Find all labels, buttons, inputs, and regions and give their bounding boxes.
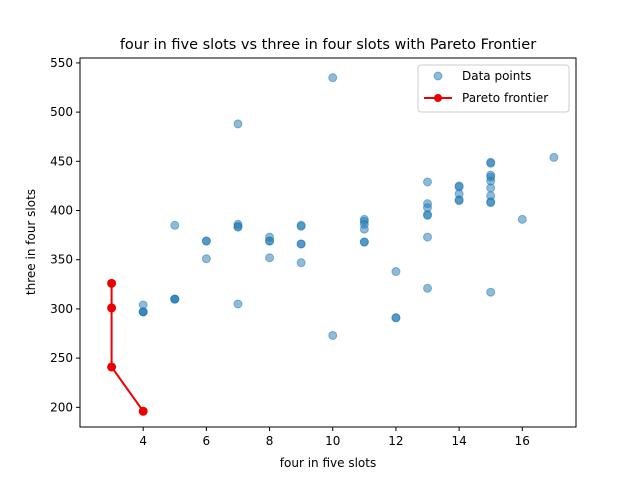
y-tick-label: 250	[50, 351, 73, 365]
data-point	[170, 220, 180, 230]
data-point	[265, 253, 275, 263]
pareto-point	[107, 362, 117, 372]
legend-box	[417, 64, 570, 113]
pareto-point	[107, 303, 117, 313]
x-tick-label: 12	[388, 434, 403, 448]
data-point	[233, 222, 243, 232]
x-tick-label: 14	[451, 434, 466, 448]
data-point	[233, 119, 243, 129]
data-point	[549, 152, 559, 162]
data-point	[328, 73, 338, 83]
x-axis-label: four in five slots	[280, 456, 376, 470]
legend-label-pareto: Pareto frontier	[462, 91, 548, 105]
x-tick-label: 8	[266, 434, 274, 448]
chart-title: four in five slots vs three in four slot…	[120, 37, 536, 53]
data-point	[296, 258, 306, 268]
plot-area	[107, 73, 559, 416]
data-point	[391, 313, 401, 323]
data-point	[201, 236, 211, 246]
pareto-frontier-line	[110, 283, 144, 412]
data-point	[486, 183, 496, 193]
data-point	[486, 287, 496, 297]
data-point	[423, 232, 433, 242]
pareto-point	[107, 278, 117, 288]
data-point	[517, 214, 527, 224]
data-point	[359, 237, 369, 247]
data-point	[454, 196, 464, 206]
legend-label-data-points: Data points	[462, 69, 531, 83]
axes-frame	[79, 57, 577, 428]
y-axis: 200 250 300 350 400 450 500 550	[50, 56, 80, 414]
data-point	[328, 330, 338, 340]
data-point	[265, 236, 275, 246]
data-point	[423, 283, 433, 293]
data-point	[170, 294, 180, 304]
legend-marker-data-points	[433, 71, 443, 81]
y-tick-label: 450	[50, 154, 73, 168]
y-tick-label: 550	[50, 56, 73, 70]
data-point	[296, 239, 306, 249]
x-tick-label: 6	[203, 434, 211, 448]
data-point	[423, 210, 433, 220]
y-axis-label: three in four slots	[24, 189, 38, 295]
x-tick-label: 16	[515, 434, 530, 448]
pareto-point	[138, 406, 148, 416]
data-point	[391, 267, 401, 277]
y-tick-label: 500	[50, 105, 73, 119]
data-point	[201, 254, 211, 264]
y-tick-label: 200	[50, 400, 73, 414]
x-tick-label: 10	[325, 434, 340, 448]
legend: Data points Pareto frontier	[417, 64, 570, 113]
data-point	[296, 221, 306, 231]
data-point	[423, 177, 433, 187]
x-axis: 4 6 8 10 12 14 16	[139, 427, 530, 448]
legend-marker-pareto	[434, 94, 442, 102]
data-point	[233, 299, 243, 309]
data-point	[486, 198, 496, 208]
x-tick-label: 4	[139, 434, 147, 448]
y-tick-label: 350	[50, 253, 73, 267]
data-point	[138, 307, 148, 317]
y-tick-label: 400	[50, 204, 73, 218]
data-point	[359, 224, 369, 234]
data-point	[486, 158, 496, 168]
y-tick-label: 300	[50, 302, 73, 316]
